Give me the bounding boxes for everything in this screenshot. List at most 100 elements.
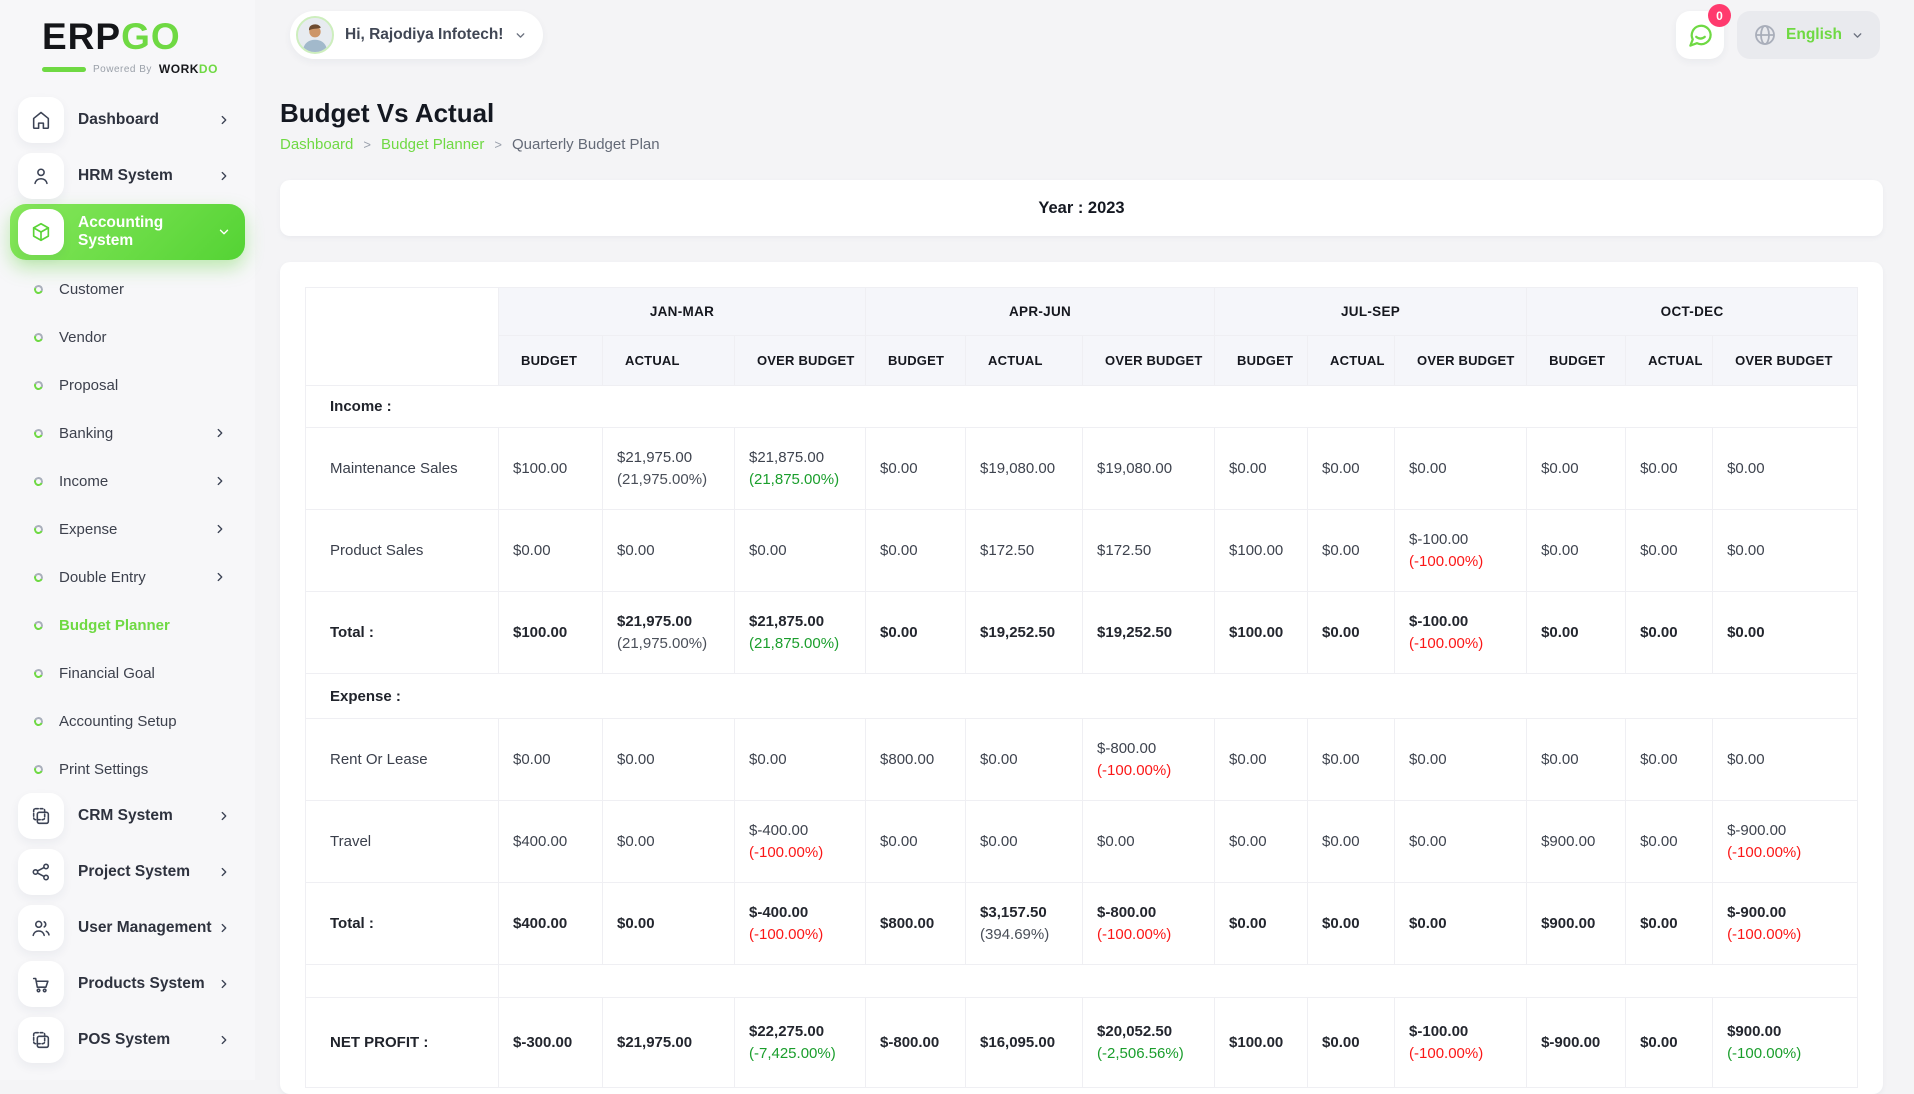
language-label: English <box>1786 26 1842 43</box>
sidebar-item-crm-system[interactable]: CRM System <box>10 793 245 839</box>
table-cell: $0.00 <box>865 800 967 883</box>
sidebar-item-label: Products System <box>78 975 205 992</box>
sidebar-item-label: HRM System <box>78 167 173 184</box>
table-cell: $-100.00 (-100.00%) <box>1394 997 1528 1088</box>
section-row-expense: Expense : <box>304 673 1859 719</box>
table-cell: $0.00 <box>1625 882 1714 965</box>
sidebar-item-customer[interactable]: Customer <box>10 265 245 313</box>
breadcrumb-separator: > <box>494 137 502 152</box>
sidebar-item-label: Vendor <box>59 328 107 346</box>
table-cell: $100.00 <box>498 427 603 510</box>
row-label: Maintenance Sales <box>305 427 499 510</box>
table-cell: $-400.00 (-100.00%) <box>733 882 867 965</box>
column-header-over-budget: OVER BUDGET <box>1394 335 1528 386</box>
sidebar-item-financial-goal[interactable]: Financial Goal <box>10 649 245 697</box>
table-cell: $-900.00 <box>1526 997 1627 1088</box>
column-header-actual: ACTUAL <box>1625 335 1714 386</box>
language-selector[interactable]: English <box>1737 11 1880 59</box>
table-cell: $19,252.50 <box>965 591 1084 674</box>
budget-table: JAN-MAR APR-JUN JUL-SEP OCT-DEC BUDGET ACTUAL… <box>304 287 1859 1088</box>
workdo-brand: WORKDO <box>158 62 218 76</box>
sidebar-item-print-settings[interactable]: Print Settings <box>10 745 245 793</box>
table-cell: $0.00 <box>1082 800 1216 883</box>
table-cell: $-800.00 (-100.00%) <box>1082 882 1216 965</box>
table-cell: $0.00 <box>1625 591 1714 674</box>
logo-underline <box>42 66 86 72</box>
sidebar-item-pos-system[interactable]: POS System <box>10 1017 245 1063</box>
chevron-right-icon <box>217 977 231 991</box>
row-label: Travel <box>305 800 499 883</box>
table-cell: $0.00 <box>1526 509 1627 592</box>
powered-by-label: Powered By <box>93 63 152 75</box>
sidebar-item-dashboard[interactable]: Dashboard <box>10 97 245 143</box>
table-cell: $0.00 <box>1214 718 1309 801</box>
table-cell: $0.00 <box>1625 800 1714 883</box>
sidebar-item-products-system[interactable]: Products System <box>10 961 245 1007</box>
sidebar: ERPGO Powered By WORKDO Dashboard HRM Sys… <box>0 0 255 1080</box>
share-icon <box>18 849 64 895</box>
table-cell: $21,875.00 (21,875.00%) <box>733 591 867 674</box>
sidebar-item-project-system[interactable]: Project System <box>10 849 245 895</box>
table-cell: $0.00 <box>1307 800 1396 883</box>
notification-badge: 0 <box>1708 4 1732 27</box>
table-cell: $0.00 <box>1394 800 1528 883</box>
sidebar-item-hrm-system[interactable]: HRM System <box>10 153 245 199</box>
messages-button[interactable]: 0 <box>1676 4 1732 59</box>
chevron-down-icon <box>517 32 525 38</box>
table-cell: $0.00 <box>1625 509 1714 592</box>
table-cell: $0.00 <box>1625 427 1714 510</box>
bullet-icon <box>32 619 45 631</box>
table-cell: $400.00 <box>498 882 603 965</box>
sidebar-item-label: Double Entry <box>59 568 146 586</box>
app-logo[interactable]: ERPGO Powered By WORKDO <box>0 0 255 76</box>
sidebar-item-label: User Management <box>78 919 212 936</box>
sidebar-item-income[interactable]: Income <box>10 457 245 505</box>
sidebar-item-label: Budget Planner <box>59 616 170 634</box>
sidebar-item-budget-planner[interactable]: Budget Planner <box>10 601 245 649</box>
sidebar-item-proposal[interactable]: Proposal <box>10 361 245 409</box>
table-row-maintenance-sales: Maintenance Sales $100.00 $21,975.00 (21,97… <box>305 427 1859 510</box>
table-cell: $0.00 <box>1307 591 1396 674</box>
spacer-cell <box>305 964 499 998</box>
table-cell: $100.00 <box>1214 591 1309 674</box>
table-cell: $0.00 <box>1712 718 1859 801</box>
table-header-quarters: JAN-MAR APR-JUN JUL-SEP OCT-DEC <box>305 287 1859 386</box>
sidebar-item-vendor[interactable]: Vendor <box>10 313 245 361</box>
sidebar-item-label: Banking <box>59 424 114 442</box>
section-label: Expense : <box>304 673 1859 719</box>
row-label: Product Sales <box>305 509 499 592</box>
bullet-icon <box>32 523 45 535</box>
user-greeting: Hi, Rajodiya Infotech! <box>345 26 504 43</box>
breadcrumb-item-dashboard[interactable]: Dashboard <box>280 136 354 153</box>
sidebar-item-label: Print Settings <box>59 760 149 778</box>
sidebar-item-accounting-setup[interactable]: Accounting Setup <box>10 697 245 745</box>
table-cell: $-300.00 <box>498 997 603 1088</box>
table-cell: $0.00 <box>733 509 867 592</box>
quarter-header-apr-jun: APR-JUN <box>865 287 1216 336</box>
table-header-measures: BUDGET ACTUAL OVER BUDGET BUDGET ACTUAL OVER … <box>306 335 1859 386</box>
sidebar-item-label: Dashboard <box>78 111 159 128</box>
table-cell: $0.00 <box>1625 718 1714 801</box>
users-icon <box>18 905 64 951</box>
breadcrumb-item-budget-planner[interactable]: Budget Planner <box>380 136 485 153</box>
sidebar-item-banking[interactable]: Banking <box>10 409 245 457</box>
chevron-right-icon <box>213 522 227 536</box>
table-cell: $100.00 <box>498 591 603 674</box>
bullet-icon <box>32 331 45 343</box>
table-row-rent-or-lease: Rent Or Lease $0.00 $0.00 $0.00 $800.00 $0.00… <box>305 718 1859 801</box>
sidebar-item-accounting-system[interactable]: Accounting System <box>10 204 245 260</box>
corner-cell <box>305 287 499 386</box>
chat-icon <box>1688 24 1712 47</box>
section-row-income: Income : <box>304 385 1859 428</box>
sidebar-item-label: Project System <box>78 863 190 880</box>
column-header-budget: BUDGET <box>498 335 603 386</box>
quarter-header-jul-sep: JUL-SEP <box>1214 287 1528 336</box>
user-menu-button[interactable]: Hi, Rajodiya Infotech! <box>290 11 544 59</box>
sidebar-item-expense[interactable]: Expense <box>10 505 245 553</box>
sidebar-item-user-management[interactable]: User Management <box>10 905 245 951</box>
table-cell: $19,080.00 <box>1082 427 1216 510</box>
sidebar-item-double-entry[interactable]: Double Entry <box>10 553 245 601</box>
table-cell: $172.50 <box>1082 509 1216 592</box>
bullet-icon <box>32 715 45 727</box>
bullet-icon <box>32 379 45 391</box>
